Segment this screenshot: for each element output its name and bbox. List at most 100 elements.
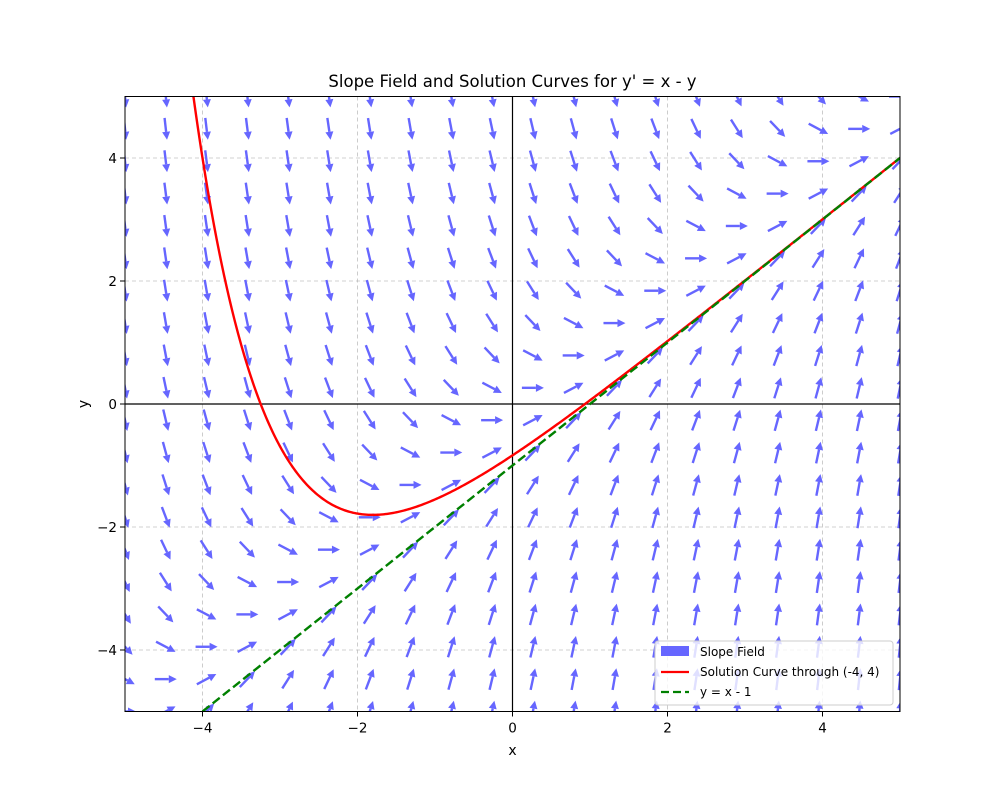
slope-arrow-icon	[529, 668, 538, 691]
slope-arrow-icon	[767, 155, 788, 167]
slope-arrow-icon	[407, 150, 416, 173]
legend-item-solution-curve: Solution Curve through (-4, 4)	[661, 665, 879, 679]
slope-arrow-icon	[813, 344, 824, 367]
slope-arrow-icon	[896, 508, 900, 529]
slope-arrow-icon	[808, 122, 829, 134]
slope-arrow-icon	[569, 571, 579, 593]
slope-arrow-icon	[324, 312, 334, 334]
slope-arrow-icon	[161, 474, 171, 496]
slope-arrow-icon	[848, 156, 869, 168]
slope-arrow-icon	[692, 474, 701, 496]
slope-arrow-icon	[161, 441, 171, 464]
slope-arrow-icon	[203, 279, 212, 302]
slope-arrow-icon	[406, 668, 416, 690]
slope-arrow-icon	[243, 279, 252, 302]
slope-arrow-icon	[325, 279, 334, 302]
slope-arrow-icon	[162, 279, 171, 302]
slope-arrow-icon	[569, 117, 579, 140]
slope-arrow-icon	[446, 280, 457, 301]
slope-arrow-icon	[483, 476, 500, 494]
slope-arrow-icon	[731, 377, 742, 399]
slope-arrow-icon	[570, 668, 579, 691]
slope-arrow-icon	[527, 215, 538, 237]
slope-arrow-icon	[563, 382, 584, 395]
slope-arrow-icon	[774, 571, 783, 594]
slope-arrow-icon	[733, 506, 742, 529]
legend-item-asymptote: y = x - 1	[661, 685, 751, 699]
slope-arrow-icon	[689, 151, 702, 171]
slope-arrow-icon	[406, 214, 416, 237]
slope-arrow-icon	[528, 603, 538, 626]
slope-arrow-icon	[809, 217, 826, 235]
slope-arrow-icon	[445, 312, 457, 334]
slope-arrow-icon	[853, 248, 865, 269]
slope-arrow-icon	[649, 150, 661, 172]
slope-arrow-icon	[237, 575, 258, 588]
slope-arrow-icon	[365, 312, 375, 334]
slope-arrow-icon	[404, 344, 416, 366]
slope-arrow-icon	[728, 282, 745, 300]
slope-arrow-icon	[608, 183, 620, 204]
slope-arrow-icon	[894, 219, 900, 237]
slope-arrow-icon	[562, 351, 585, 360]
slope-arrow-icon	[487, 571, 497, 593]
slope-arrow-icon	[359, 478, 380, 491]
slope-arrow-icon	[366, 214, 375, 237]
slope-arrow-icon	[359, 544, 380, 556]
slope-arrow-icon	[733, 603, 742, 626]
slope-arrow-icon	[685, 219, 706, 232]
slope-arrow-icon	[529, 636, 538, 658]
slope-arrow-icon	[361, 443, 378, 461]
slope-arrow-icon	[814, 571, 823, 594]
slope-arrow-icon	[366, 182, 375, 205]
slope-arrow-icon	[323, 377, 334, 399]
slope-arrow-icon	[441, 479, 462, 492]
legend-item-slope-field: Slope Field	[661, 645, 765, 659]
y-tick-label: 2	[108, 274, 117, 290]
slope-arrow-icon	[852, 216, 866, 236]
slope-arrow-icon	[277, 543, 298, 555]
slope-arrow-icon	[812, 280, 824, 302]
slope-arrow-icon	[243, 312, 252, 334]
slope-arrow-icon	[690, 377, 701, 399]
slope-arrow-icon	[609, 474, 620, 496]
slope-arrow-icon	[481, 416, 504, 425]
slope-arrow-icon	[366, 701, 375, 712]
solution-curve-line	[192, 96, 900, 517]
slope-arrow-icon	[604, 284, 625, 296]
slope-arrow-icon	[284, 117, 293, 140]
slope-arrow-icon	[245, 702, 254, 712]
slope-arrow-icon	[318, 576, 339, 589]
slope-arrow-icon	[283, 376, 293, 399]
slope-arrow-icon	[854, 280, 865, 302]
slope-arrow-icon	[611, 668, 619, 691]
slope-field	[125, 96, 900, 712]
slope-arrow-icon	[854, 312, 864, 334]
slope-arrow-icon	[325, 247, 334, 270]
slope-arrow-icon	[447, 215, 456, 237]
slope-arrow-icon	[692, 538, 701, 561]
slope-arrow-icon	[162, 376, 171, 399]
y-tick-label: 4	[108, 151, 117, 167]
slope-arrow-icon	[848, 124, 871, 133]
x-tick-label: 2	[663, 721, 672, 737]
slope-arrow-icon	[155, 640, 176, 652]
origin-axis-lines	[125, 96, 900, 712]
slope-arrow-icon	[402, 541, 419, 559]
slope-arrow-icon	[528, 571, 538, 593]
slope-arrow-icon	[242, 409, 253, 431]
slope-arrow-icon	[568, 182, 579, 204]
slope-arrow-icon	[403, 572, 417, 592]
slope-arrow-icon	[895, 315, 900, 335]
slope-arrow-icon	[691, 442, 701, 464]
slope-arrow-icon	[650, 474, 660, 496]
slope-arrow-icon	[407, 96, 415, 108]
slope-arrow-icon	[774, 538, 783, 561]
slope-arrow-icon	[603, 319, 626, 328]
slope-arrow-icon	[855, 474, 864, 496]
slope-arrow-icon	[729, 313, 743, 334]
slope-arrow-icon	[766, 189, 789, 198]
slope-arrow-icon	[652, 96, 660, 107]
x-tick-label: 4	[818, 721, 827, 737]
slope-arrow-icon	[406, 247, 416, 269]
